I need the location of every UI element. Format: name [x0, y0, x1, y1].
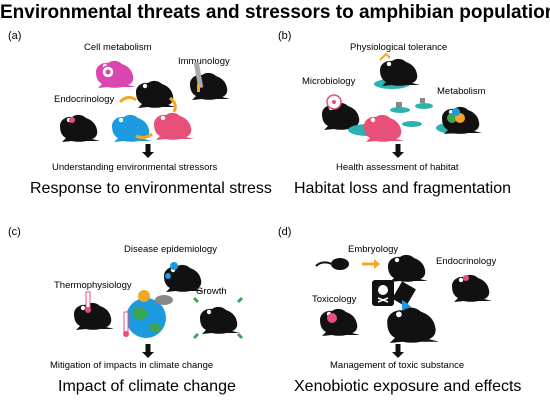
growth-label: Growth	[196, 286, 227, 297]
panel-d-caption: Xenobiotic exposure and effects	[294, 378, 522, 395]
microbiology-label: Microbiology	[302, 76, 356, 87]
metabolism-label: Metabolism	[437, 86, 486, 97]
thermometer-icon	[123, 311, 129, 333]
panel-c-caption: Impact of climate change	[58, 378, 236, 395]
panel-c-illustration	[74, 262, 244, 358]
endocrinology-label-a: Endocrinology	[54, 94, 115, 105]
toxic-barrel-icon	[372, 280, 416, 307]
sun-icon	[138, 290, 150, 302]
panel-a-illustration	[60, 60, 230, 158]
pond-frog-icon	[364, 114, 404, 142]
panel-b-tag: (b)	[278, 30, 292, 42]
panel-c-outcome: Mitigation of impacts in climate change	[50, 360, 214, 371]
panel-d-illustration	[315, 254, 492, 358]
down-arrow-b-icon	[392, 144, 404, 158]
panel-b-outcome: Health assessment of habitat	[336, 162, 459, 173]
panel-d-outcome: Management of toxic substance	[330, 360, 465, 371]
endocrinology-frog-a-icon	[60, 114, 100, 142]
down-arrow-c-icon	[142, 344, 154, 358]
cell-metabolism-label: Cell metabolism	[84, 42, 152, 53]
growth-frog-icon	[192, 296, 244, 340]
panel-d-tag: (d)	[278, 226, 292, 238]
panel-a-caption: Response to environmental stress	[30, 180, 272, 197]
physiological-tolerance-label: Physiological tolerance	[350, 42, 448, 53]
panel-b-caption: Habitat loss and fragmentation	[294, 180, 512, 197]
globe-icon	[126, 298, 166, 338]
toxicology-label: Toxicology	[312, 294, 357, 305]
endocrinology-label-d: Endocrinology	[436, 256, 497, 267]
panel-b-illustration	[322, 52, 482, 158]
center-frog-a-icon	[136, 80, 176, 108]
metabolism-frog-icon	[436, 106, 482, 134]
thermophysiology-frog-icon	[74, 291, 114, 330]
immunology-frog-icon	[190, 61, 230, 100]
tadpole-icon	[315, 258, 349, 270]
tolerance-frog-icon	[380, 58, 420, 86]
cell-metabolism-frog-icon	[96, 60, 136, 88]
cycle-arrow-icon	[118, 95, 137, 104]
microbiology-frog-icon	[322, 94, 362, 130]
toxicology-frog-icon	[320, 308, 360, 336]
thermophysiology-label: Thermophysiology	[54, 280, 132, 291]
froglet-icon	[388, 254, 428, 282]
pink-frog-icon	[154, 112, 194, 140]
panel-a-outcome: Understanding environmental stressors	[52, 162, 218, 173]
panel-a-tag: (a)	[8, 30, 22, 42]
disease-frog-icon	[164, 262, 204, 292]
panel-c-tag: (c)	[8, 226, 21, 238]
immunology-label: Immunology	[178, 56, 230, 67]
disease-epidemiology-label: Disease epidemiology	[124, 244, 217, 255]
endocrinology-frog-d-icon	[452, 274, 492, 302]
embryology-label: Embryology	[348, 244, 399, 255]
down-arrow-d-icon	[392, 344, 404, 358]
down-arrow-a-icon	[142, 144, 154, 158]
cycle-arrow-icon	[135, 132, 153, 140]
cycle-arrow-icon	[169, 96, 177, 113]
figure-title: Environmental threats and stressors to a…	[0, 2, 550, 23]
cloud-icon	[155, 295, 173, 305]
big-frog-icon	[387, 307, 440, 343]
